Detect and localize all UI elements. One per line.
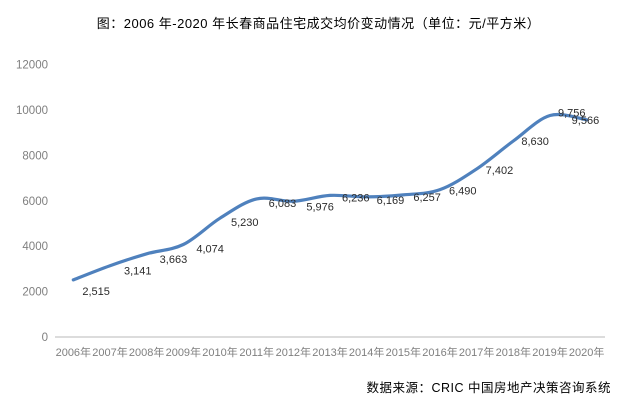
- chart-title: 图：2006 年-2020 年长春商品住宅成交均价变动情况（单位：元/平方米）: [96, 16, 541, 31]
- x-axis-tick-label: 2020年: [569, 345, 604, 359]
- data-label: 6,490: [449, 186, 477, 198]
- x-axis-tick-label: 2011年: [239, 345, 274, 359]
- x-axis-tick-label: 2013年: [312, 345, 347, 359]
- y-axis-tick-label: 4000: [22, 241, 48, 253]
- y-axis-tick-label: 8000: [22, 150, 48, 162]
- x-axis-tick-label: 2016年: [422, 345, 457, 359]
- data-label: 6,257: [413, 192, 441, 204]
- data-source: 数据来源：CRIC 中国房地产决策咨询系统: [366, 381, 611, 395]
- y-axis-tick-label: 6000: [22, 196, 48, 208]
- x-axis-tick-label: 2007年: [92, 345, 127, 359]
- data-label: 3,141: [124, 266, 152, 278]
- data-label: 5,976: [306, 201, 334, 213]
- x-axis-tick-label: 2017年: [459, 345, 494, 359]
- data-label: 5,230: [231, 217, 259, 229]
- x-axis-tick-label: 2018年: [496, 345, 531, 359]
- data-label: 3,663: [160, 254, 188, 266]
- data-label: 2,515: [82, 286, 110, 298]
- x-axis-tick-label: 2010年: [202, 345, 237, 359]
- y-axis-tick-label: 10000: [16, 105, 48, 117]
- x-axis-tick-label: 2015年: [386, 345, 421, 359]
- data-label: 9,566: [572, 115, 600, 127]
- x-axis-tick-label: 2008年: [129, 345, 164, 359]
- x-axis-tick-label: 2012年: [276, 345, 311, 359]
- x-axis-tick-label: 2006年: [56, 345, 91, 359]
- data-label: 4,074: [196, 243, 224, 255]
- x-axis-tick-label: 2019年: [532, 345, 567, 359]
- data-label: 6,236: [342, 192, 370, 204]
- data-label: 9,756: [558, 107, 586, 119]
- data-label: 6,083: [269, 198, 297, 210]
- data-label: 7,402: [486, 165, 514, 177]
- y-axis-tick-label: 12000: [16, 60, 48, 72]
- x-axis-tick-label: 2009年: [166, 345, 201, 359]
- x-axis-tick-label: 2014年: [349, 345, 384, 359]
- data-label: 6,169: [377, 195, 405, 207]
- y-axis-tick-label: 2000: [22, 287, 48, 299]
- data-label: 8,630: [521, 136, 549, 148]
- y-axis-tick-label: 0: [42, 332, 48, 344]
- price-line-series: [71, 112, 589, 282]
